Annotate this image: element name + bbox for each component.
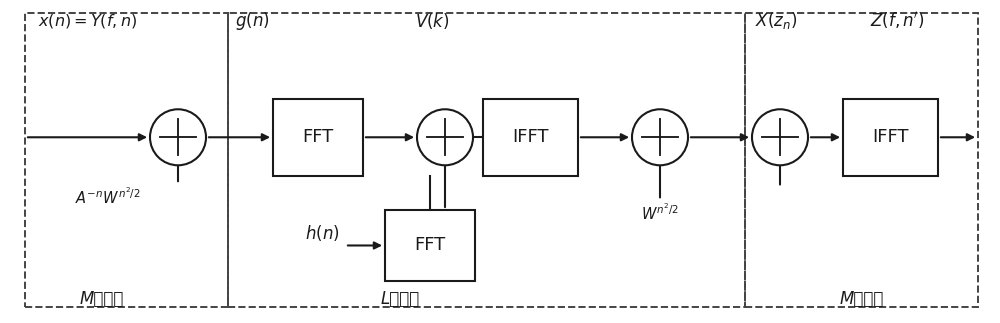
- Text: M点序列: M点序列: [80, 290, 124, 308]
- Text: $A^{-n}W^{n^2/2}$: $A^{-n}W^{n^2/2}$: [75, 187, 141, 207]
- Text: $V(k)$: $V(k)$: [415, 11, 450, 31]
- Ellipse shape: [417, 109, 473, 165]
- Text: $Z(f,n')$: $Z(f,n')$: [870, 10, 925, 32]
- Bar: [385, 210, 475, 281]
- Ellipse shape: [752, 109, 808, 165]
- Ellipse shape: [150, 109, 206, 165]
- Text: IFFT: IFFT: [512, 128, 548, 146]
- Text: L点序列: L点序列: [380, 290, 420, 308]
- Text: $g(n)$: $g(n)$: [235, 10, 270, 32]
- Text: $x(n)=Y(f,n)$: $x(n)=Y(f,n)$: [38, 12, 137, 30]
- Bar: [745, 13, 978, 307]
- Text: M点序列: M点序列: [840, 290, 884, 308]
- Text: $h(n)$: $h(n)$: [305, 223, 340, 243]
- Text: $X(z_n)$: $X(z_n)$: [755, 10, 797, 32]
- Text: FFT: FFT: [302, 128, 334, 146]
- Bar: [228, 13, 745, 307]
- Bar: [273, 99, 363, 176]
- Bar: [483, 99, 578, 176]
- Bar: [25, 13, 228, 307]
- Ellipse shape: [632, 109, 688, 165]
- Text: FFT: FFT: [414, 236, 446, 255]
- Bar: [842, 99, 938, 176]
- Text: $W^{n^2/2}$: $W^{n^2/2}$: [641, 203, 679, 224]
- Text: IFFT: IFFT: [872, 128, 908, 146]
